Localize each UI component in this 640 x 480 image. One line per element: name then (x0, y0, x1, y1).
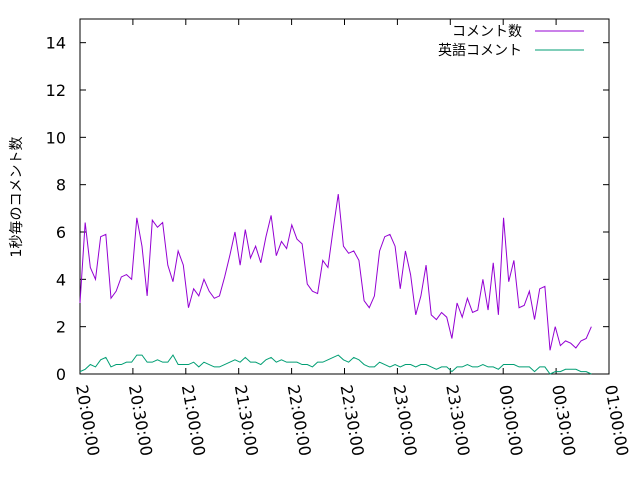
series-line-0 (79, 194, 592, 351)
x-tick-label: 00:30:00 (548, 383, 579, 457)
legend: コメント数 英語コメント (438, 24, 584, 59)
y-tick-label: 14 (46, 34, 66, 53)
plot-frame (79, 18, 610, 375)
x-tick-label: 23:00:00 (389, 383, 420, 457)
y-tick-label: 0 (56, 365, 66, 384)
x-tick-label: 01:00:00 (601, 383, 632, 457)
x-tick-label: 22:30:00 (337, 383, 368, 457)
x-tick-label: 22:00:00 (284, 383, 315, 457)
legend-label-1: 英語コメント (438, 42, 522, 59)
x-tick-label: 20:30:00 (125, 383, 156, 457)
x-tick-label: 20:00:00 (72, 383, 103, 457)
x-axis: 20:00:00 20:30:00 21:00:00 21:30:00 22:00:00… (72, 19, 632, 457)
y-axis-label: 1秒毎のコメント数 (9, 137, 25, 258)
series-line-1 (79, 354, 592, 375)
x-tick-label: 21:30:00 (231, 383, 262, 457)
y-tick-label: 10 (46, 128, 66, 147)
y-tick-label: 12 (46, 81, 66, 100)
y-tick-label: 6 (56, 223, 66, 242)
y-axis: 0 2 4 6 8 10 12 14 (46, 34, 609, 384)
legend-label-0: コメント数 (452, 24, 522, 40)
y-tick-label: 2 (56, 318, 66, 337)
y-tick-label: 8 (56, 176, 66, 195)
y-tick-label: 4 (56, 270, 66, 289)
x-tick-label: 23:30:00 (442, 383, 473, 457)
x-tick-label: 21:00:00 (178, 383, 209, 457)
series-layer (79, 194, 592, 375)
x-tick-label: 00:00:00 (495, 383, 526, 457)
